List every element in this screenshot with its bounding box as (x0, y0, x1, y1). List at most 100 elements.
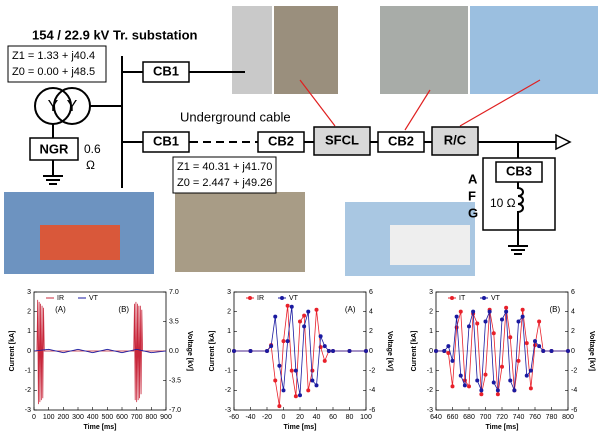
legend-label: IR (57, 295, 64, 302)
y-tick-label: 0 (227, 348, 231, 355)
series-marker (475, 379, 479, 383)
series-marker (315, 383, 319, 387)
y2-tick-label: -2 (571, 368, 577, 375)
legend-label: VT (289, 295, 299, 302)
cb2-right: CB2 (388, 133, 414, 148)
ngr-unit: Ω (86, 158, 95, 172)
x-axis-label: Time [ms] (284, 424, 317, 431)
y2-tick-label: 7.0 (169, 289, 179, 296)
series-marker (471, 310, 475, 314)
x-tick-label: 640 (430, 414, 442, 421)
y2-axis-label: Voltage [kV] (588, 331, 595, 371)
figure: 154 / 22.9 kV Tr. substation Z1 = 1.33 +… (0, 0, 603, 441)
series-marker (442, 349, 446, 353)
series-marker (467, 324, 471, 328)
x-tick-label: 700 (131, 414, 143, 421)
series-marker (504, 306, 508, 310)
series-marker (434, 349, 438, 353)
series-marker (302, 324, 306, 328)
y-tick-label: -1 (427, 368, 433, 375)
series-marker (364, 349, 368, 353)
y2-tick-label: 0.0 (169, 348, 179, 355)
series-marker (537, 344, 541, 348)
series-marker (277, 404, 281, 408)
cb1-main: CB1 (153, 133, 179, 148)
series-marker (521, 308, 525, 312)
y2-tick-label: -4 (571, 387, 577, 394)
x-tick-label: 100 (43, 414, 55, 421)
series-marker (319, 334, 323, 338)
series-marker (529, 386, 533, 390)
fault-f: F (468, 188, 476, 203)
x-tick-label: 40 (313, 414, 321, 421)
series-marker (500, 318, 504, 322)
series-marker (537, 320, 541, 324)
series-marker (517, 320, 521, 324)
y2-tick-label: -3.5 (169, 377, 181, 384)
series-marker (294, 394, 298, 398)
series-marker (533, 339, 537, 343)
series-marker (467, 384, 471, 388)
y-tick-label: 1 (227, 328, 231, 335)
series-marker (298, 393, 302, 397)
y-tick-label: 2 (227, 309, 231, 316)
series-marker (331, 349, 335, 353)
series-marker (290, 305, 294, 309)
photo (380, 6, 468, 94)
series-marker (566, 349, 570, 353)
annotation: (A) (55, 305, 66, 314)
x-tick-label: 780 (546, 414, 558, 421)
series-marker (492, 380, 496, 384)
x-tick-label: 100 (360, 414, 372, 421)
y2-tick-label: 0 (369, 348, 373, 355)
series-marker (479, 388, 483, 392)
series-marker (232, 349, 236, 353)
series-marker (517, 359, 521, 363)
series-marker (315, 308, 319, 312)
series-marker (348, 349, 352, 353)
y2-tick-label: 6 (369, 289, 373, 296)
series-marker (446, 344, 450, 348)
x-tick-label: 300 (72, 414, 84, 421)
series-marker (529, 369, 533, 373)
series-marker (479, 392, 483, 396)
series-marker (492, 331, 496, 335)
substation-title: 154 / 22.9 kV Tr. substation (32, 27, 198, 42)
x-tick-label: 60 (329, 414, 337, 421)
series-marker (302, 314, 306, 318)
series-marker (323, 344, 327, 348)
legend-marker (482, 296, 486, 300)
series-marker (269, 344, 273, 348)
series-marker (282, 339, 286, 343)
series-marker (310, 369, 314, 373)
legend-label: VT (491, 295, 501, 302)
x-tick-label: 720 (496, 414, 508, 421)
series-marker (273, 379, 277, 383)
series-marker (310, 379, 314, 383)
series-marker (298, 320, 302, 324)
y2-tick-label: -6 (369, 407, 375, 414)
fault-a: A (468, 171, 478, 186)
y-tick-label: 2 (27, 309, 31, 316)
x-tick-label: 800 (145, 414, 157, 421)
ground (43, 176, 63, 184)
cb2-left: CB2 (268, 133, 294, 148)
legend-label: VT (89, 295, 99, 302)
x-tick-label: 740 (513, 414, 525, 421)
series-marker (484, 320, 488, 324)
series-marker (484, 373, 488, 377)
photo (274, 6, 338, 94)
y2-tick-label: -6 (571, 407, 577, 414)
legend-marker (450, 296, 454, 300)
photo (470, 6, 598, 94)
x-tick-label: 900 (160, 414, 172, 421)
photo (40, 225, 120, 260)
y-tick-label: -3 (25, 407, 31, 414)
y-tick-label: 0 (27, 348, 31, 355)
series-marker (286, 304, 290, 308)
y2-tick-label: 0 (571, 348, 575, 355)
y-axis-label: Current [kA] (209, 331, 216, 372)
series-marker (525, 374, 529, 378)
